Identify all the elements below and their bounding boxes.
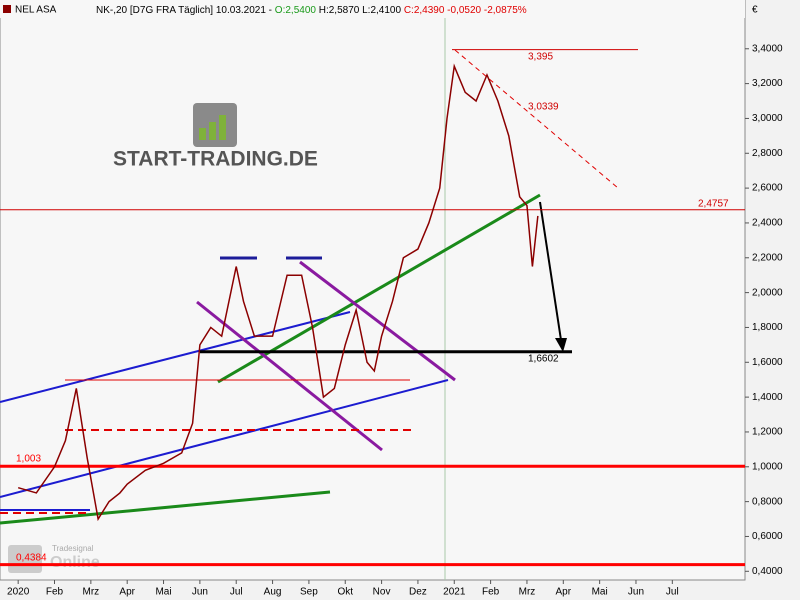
watermark: START-TRADING.DE: [113, 148, 318, 171]
close: C:2,4390 -0,0520 -2,0875%: [404, 5, 527, 16]
watermark3: Online: [50, 554, 100, 571]
level-label: 2,4757: [698, 199, 729, 210]
x-tick-label: Jul: [666, 587, 679, 598]
trend-line: [299, 260, 456, 382]
y-tick-label: 2,8000: [752, 148, 783, 159]
logo-bar: [219, 115, 226, 140]
price-line: [17, 63, 539, 522]
header-bar: [0, 0, 745, 18]
trend-line: [196, 300, 383, 452]
x-tick-label: Nov: [373, 587, 391, 598]
watermark2: Tradesignal: [52, 544, 94, 553]
x-tick-label: Mrz: [83, 587, 100, 598]
y-tick-label: 0,8000: [752, 496, 783, 507]
y-tick-label: 1,6000: [752, 357, 783, 368]
x-tick-label: Apr: [119, 587, 135, 598]
x-tick-label: Jun: [192, 587, 208, 598]
info: NK-,20 [D7G FRA Täglich] 10.03.2021 -: [96, 5, 272, 16]
level-label: 1,003: [16, 454, 41, 465]
symbol: NEL ASA: [15, 5, 57, 16]
x-tick-label: Mrz: [519, 587, 536, 598]
open: O:2,5400: [275, 5, 317, 16]
arrow: [539, 201, 562, 341]
y-tick-label: 1,8000: [752, 322, 783, 333]
x-tick-label: 2021: [443, 587, 466, 598]
level-label: 3,0339: [528, 102, 559, 113]
high-low: H:2,5870 L:2,4100: [319, 5, 402, 16]
level-label: 0,4384: [16, 553, 47, 564]
trend-line: [0, 311, 351, 403]
plot-area: [0, 0, 746, 581]
x-tick-label: Feb: [482, 587, 500, 598]
x-tick-label: Mai: [155, 587, 171, 598]
x-tick-label: Aug: [264, 587, 282, 598]
x-tick-label: Mai: [592, 587, 608, 598]
level-label: 1,6602: [528, 354, 559, 365]
trend-line: [0, 379, 449, 498]
y-tick-label: 2,2000: [752, 252, 783, 263]
arrow-head: [555, 338, 567, 352]
level-label: 3,395: [528, 52, 553, 63]
y-tick-label: 3,4000: [752, 43, 783, 54]
y-tick-label: 1,4000: [752, 392, 783, 403]
y-tick-label: 1,0000: [752, 461, 783, 472]
x-tick-label: Jun: [628, 587, 644, 598]
currency: €: [752, 5, 758, 16]
x-tick-label: Sep: [300, 587, 318, 598]
y-tick-label: 1,2000: [752, 427, 783, 438]
x-tick-label: Okt: [337, 587, 353, 598]
x-tick-label: Feb: [46, 587, 64, 598]
x-tick-label: Jul: [230, 587, 243, 598]
logo-bar: [209, 122, 216, 140]
y-tick-label: 3,0000: [752, 113, 783, 124]
x-tick-label: Dez: [409, 587, 427, 598]
y-tick-label: 0,4000: [752, 566, 783, 577]
y-tick-label: 0,6000: [752, 531, 783, 542]
x-tick-label: 2020: [7, 587, 30, 598]
y-tick-label: 2,6000: [752, 183, 783, 194]
x-tick-label: Apr: [556, 587, 572, 598]
header-info: NK-,20 [D7G FRA Täglich] 10.03.2021 - O:…: [96, 5, 527, 16]
logo-bar: [199, 128, 206, 140]
y-tick-label: 2,0000: [752, 287, 783, 298]
trend-line: [0, 490, 331, 525]
y-tick-label: 3,2000: [752, 78, 783, 89]
legend-swatch: [3, 5, 11, 13]
y-tick-label: 2,4000: [752, 218, 783, 229]
drawings: [0, 49, 619, 525]
